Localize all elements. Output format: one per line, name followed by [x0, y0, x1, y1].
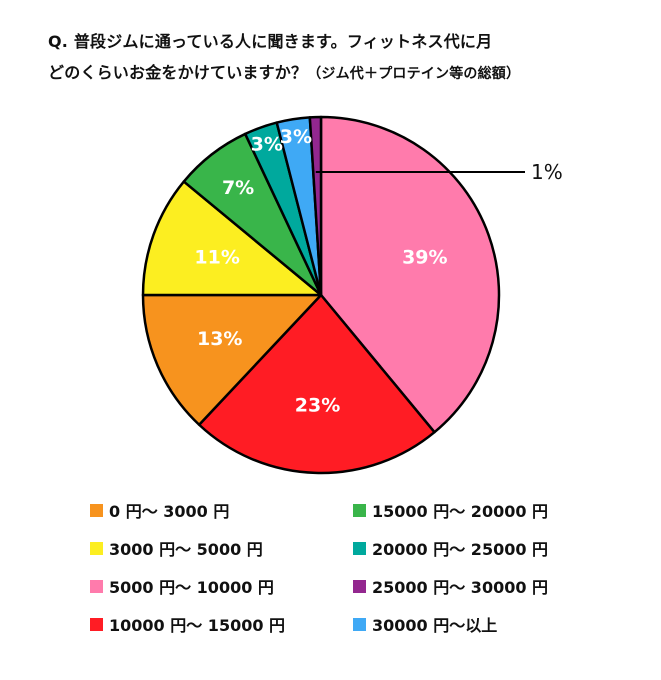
slice-label: 39%	[402, 247, 447, 269]
question-line-2: どのくらいお金をかけていますか？（ジム代＋プロテイン等の総額）	[48, 57, 648, 90]
pie-slice	[141, 180, 323, 297]
legend-swatch	[353, 617, 366, 631]
question-note: （ジム代＋プロテイン等の総額）	[307, 66, 521, 82]
question-text: どのくらいお金をかけていますか？	[48, 63, 308, 82]
question-line-1: Q. 普段ジムに通っている人に聞きます。フィットネス代に月	[48, 32, 493, 51]
legend-item: 3000 円～ 5000 円	[90, 536, 263, 560]
pie-slice	[197, 293, 436, 475]
legend-swatch	[90, 579, 103, 593]
question-title: Q. 普段ジムに通っている人に聞きます。フィットネス代に月 どのくらいお金をかけ…	[48, 26, 648, 90]
legend-label: 20000 円～ 25000 円	[372, 540, 549, 559]
legend-item: 5000 円～ 10000 円	[90, 574, 274, 598]
legend-label: 30000 円～以上	[372, 616, 498, 635]
legend-item: 15000 円～ 20000 円	[353, 498, 548, 522]
legend-label: 0 円～ 3000 円	[109, 502, 230, 521]
legend-label: 25000 円～ 30000 円	[372, 578, 549, 597]
legend-item: 20000 円～ 25000 円	[353, 536, 548, 560]
legend-item: 25000 円～ 30000 円	[353, 574, 548, 598]
legend-swatch	[353, 541, 366, 555]
pie-slices	[141, 115, 501, 475]
legend-swatch	[353, 579, 366, 593]
slice-label: 11%	[194, 247, 239, 269]
slice-label: 7%	[222, 177, 254, 199]
slice-label: 1%	[531, 160, 563, 184]
legend-label: 3000 円～ 5000 円	[109, 540, 263, 559]
legend-label: 15000 円～ 20000 円	[372, 502, 549, 521]
legend-label: 5000 円～ 10000 円	[109, 578, 274, 597]
legend-swatch	[90, 503, 103, 517]
legend-swatch	[90, 541, 103, 555]
slice-label: 3%	[251, 133, 283, 155]
pie-slice	[141, 293, 323, 427]
legend-label: 10000 円～ 15000 円	[109, 616, 286, 635]
legend-swatch	[90, 617, 103, 631]
pie-labels: 39% 23% 13% 11% 7% 3%3% 1%	[194, 126, 562, 417]
legend-swatch	[353, 503, 366, 517]
slice-label: 13%	[197, 328, 242, 350]
pie-slice	[308, 115, 323, 297]
pie-slice	[319, 115, 501, 434]
slice-label: 23%	[295, 394, 340, 416]
legend-item: 10000 円～ 15000 円	[90, 612, 285, 636]
legend-item: 30000 円～以上	[353, 612, 497, 636]
legend-item: 0 円～ 3000 円	[90, 498, 229, 522]
slice-label: 3%	[280, 126, 312, 148]
